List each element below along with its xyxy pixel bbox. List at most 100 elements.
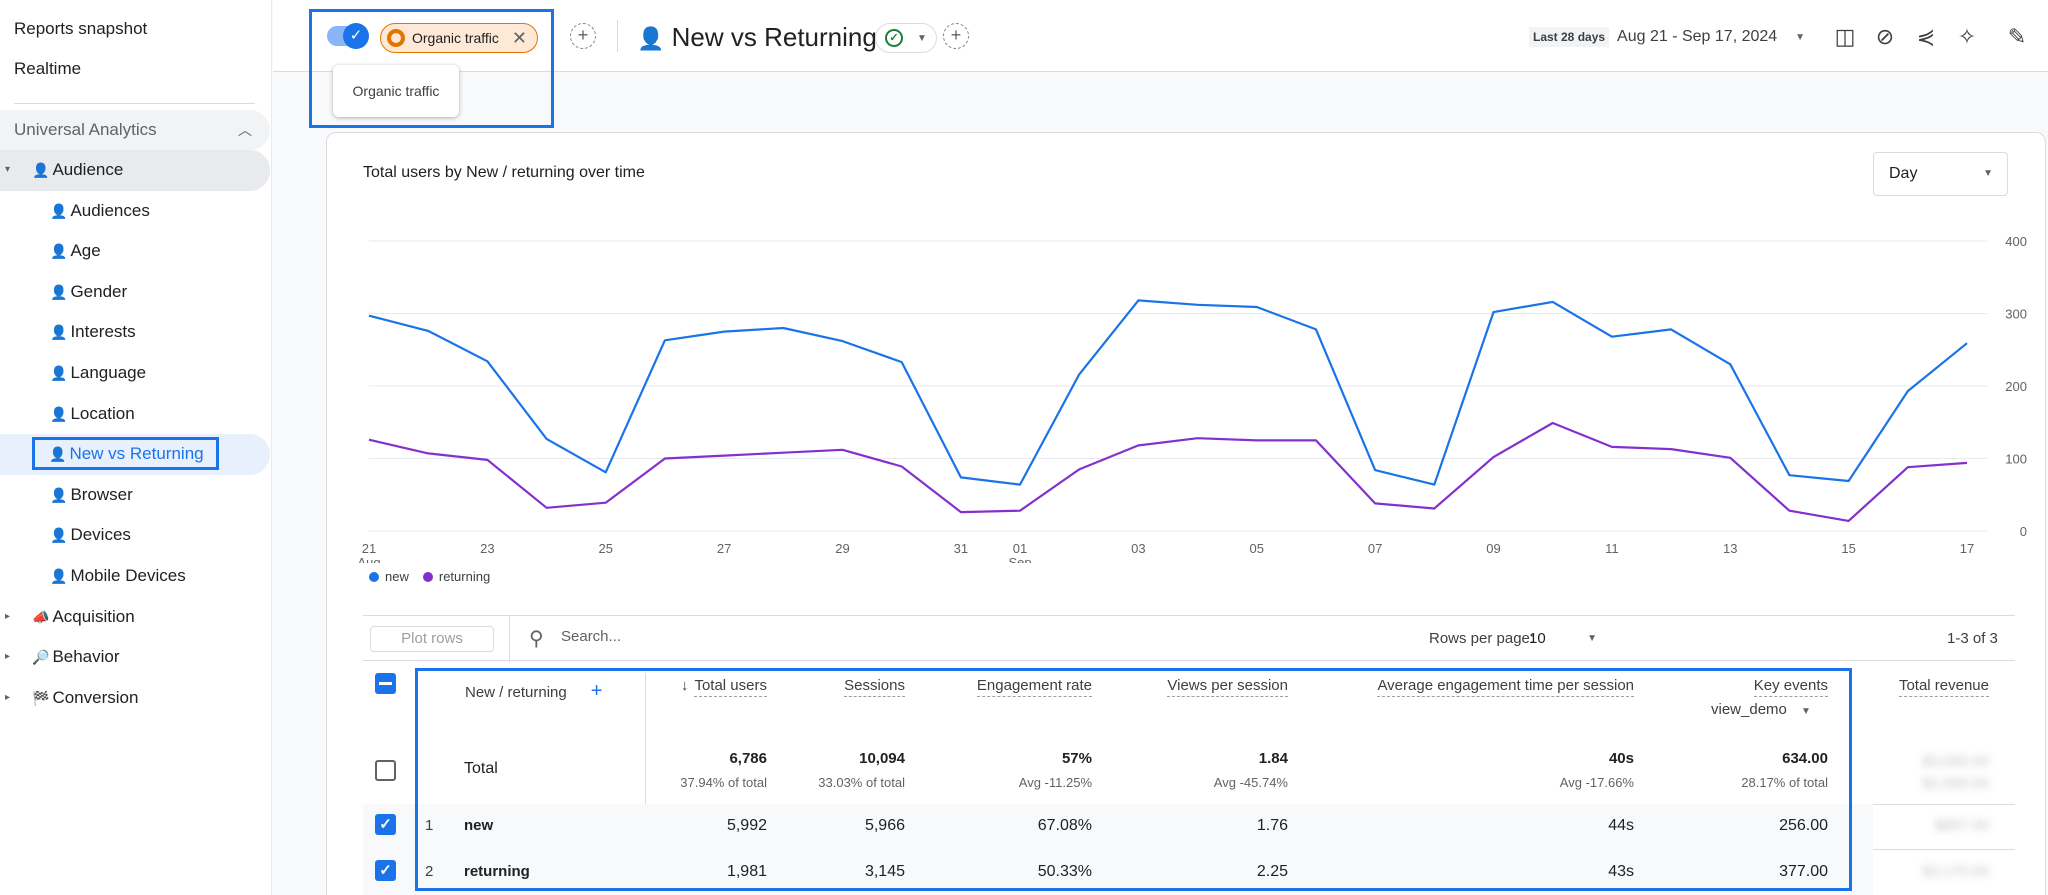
sidebar-item-location[interactable]: 👤 Location [0,394,270,435]
caret-right-icon[interactable]: ▸ [5,651,11,663]
caret-down-icon[interactable]: ▾ [5,164,11,175]
x-tick-label: 31 [954,541,968,556]
sidebar-item-devices[interactable]: 👤 Devices [0,515,270,556]
browser-icon: 👤 [50,486,68,503]
age-icon: 👤 [50,243,68,260]
legend-item-new[interactable]: new [369,569,409,584]
row-checkbox[interactable]: ✓ [375,814,396,835]
sidebar-item-label: Language [70,362,147,382]
x-tick-label: 07 [1368,541,1382,556]
filter-chip-organic-traffic[interactable]: Organic traffic ✕ [380,23,538,53]
total-value: 40s [1608,750,1634,767]
revenue-value-blurred: $3,000.00 [1922,753,1989,770]
mobile-devices-icon: 👤 [50,567,68,584]
behavior-icon: 🔎 [32,649,50,666]
chevron-up-icon[interactable]: ︿ [238,122,252,138]
column-header-total-users[interactable]: ↓ Total users [681,677,767,697]
report-header: ✓ Organic traffic ✕ + 👤 New vs Returning… [273,0,2048,72]
sidebar-item-conversion[interactable]: ▸ 🏁 Conversion [0,678,270,719]
sidebar-item-label: Interests [70,322,136,342]
highlight-active-item: 👤 New vs Returning [32,437,219,471]
granularity-select[interactable]: Day ▼ [1873,152,2008,196]
column-header-sessions[interactable]: Sessions [844,677,905,697]
sidebar-item-label: Devices [70,525,131,545]
sidebar-item-audiences[interactable]: 👤 Audiences [0,191,270,232]
sidebar-item-gender[interactable]: 👤 Gender [0,272,270,313]
sidebar-item-age[interactable]: 👤 Age [0,231,270,272]
plot-rows-button[interactable]: Plot rows [370,626,494,652]
sidebar-item-acquisition[interactable]: ▸ 📣 Acquisition [0,597,270,638]
caret-right-icon[interactable]: ▸ [5,691,11,703]
sparkle-icon[interactable]: ✧ [1957,24,1977,49]
dimension-header[interactable]: New / returning + [465,680,602,703]
insights-icon[interactable]: ⊘ [1875,24,1895,49]
column-header-views-per-session[interactable]: Views per session [1167,677,1288,697]
chart-title: Total users by New / returning over time [363,164,645,181]
sidebar-item-interests[interactable]: 👤 Interests [0,312,270,353]
sidebar-item-browser[interactable]: 👤 Browser [0,475,270,516]
edit-icon[interactable]: ✎ [2007,24,2027,49]
add-filter-button[interactable]: + [943,23,969,49]
interests-icon: 👤 [50,324,68,341]
close-icon[interactable]: ✕ [511,27,527,48]
pagination-status: 1-3 of 3 [1947,630,1998,647]
total-subtext: Avg -17.66% [1559,775,1634,790]
row-value: 44s [1608,817,1634,834]
x-tick-label: 11 [1605,541,1619,556]
column-header-engagement-rate[interactable]: Engagement rate [976,677,1092,697]
page-title-text: New vs Returning [671,22,877,52]
legend-item-returning[interactable]: returning [422,569,490,584]
series-line-returning [368,421,1968,522]
table-row[interactable] [363,850,1873,895]
row-label[interactable]: new [464,817,494,834]
caret-right-icon[interactable]: ▸ [5,610,11,622]
column-header-label: Sessions [844,677,905,697]
sidebar-item-mobile-devices[interactable]: 👤 Mobile Devices [0,556,270,597]
sidebar-item-label: Age [70,241,101,261]
sidebar-item-language[interactable]: 👤 Language [0,353,270,394]
sidebar-item-label: Browser [70,484,133,504]
search-input[interactable] [561,628,861,645]
row-label[interactable]: returning [464,863,530,880]
caret-down-icon: ▼ [1795,31,1806,43]
row-index: 2 [425,863,434,880]
row-checkbox[interactable]: ✓ [375,860,396,881]
chart-legend: new returning [369,569,490,584]
check-circle-icon: ✓ [885,29,903,47]
language-icon: 👤 [50,364,68,381]
comparison-toggle[interactable]: ✓ [327,23,369,49]
table-row[interactable] [363,804,1873,850]
sidebar-item-label: Acquisition [52,606,135,626]
sidebar-item-new-vs-returning[interactable]: 👤 New vs Returning [0,434,270,475]
add-comparison-button[interactable]: + [570,23,596,49]
sidebar-item-audience[interactable]: ▾ 👤 Audience [0,150,270,191]
sidebar-item-label: Audience [52,160,124,179]
compare-icon[interactable]: ◫ [1834,24,1856,49]
rows-per-page-select[interactable]: 10 ▼ [1519,627,1599,651]
row-value: 43s [1608,863,1634,880]
key-events-filter[interactable]: view_demo ▼ [1711,701,1811,718]
total-value: 1.84 [1258,750,1288,767]
section-universal-analytics[interactable]: Universal Analytics ︿ [0,110,270,150]
select-all-checkbox[interactable] [375,673,396,694]
date-range-picker[interactable]: Last 28 days Aug 21 - Sep 17, 2024 ▼ [1529,25,1805,49]
x-tick-label: 17 [1960,541,1974,556]
column-header-key-events[interactable]: Key events [1753,677,1828,697]
column-header-average-engagement-time-per-session[interactable]: Average engagement time per session [1377,677,1634,697]
sidebar-item-behavior[interactable]: ▸ 🔎 Behavior [0,637,270,678]
column-header-label: Total users [694,677,767,697]
section-label: Universal Analytics [14,120,157,139]
add-dimension-icon[interactable]: + [590,680,603,702]
report-status-dropdown[interactable]: ✓ ▼ [875,23,937,53]
table-toolbar: Plot rows ⚲ Rows per page: 10 ▼ 1-3 of 3 [363,615,2015,662]
row-value: 5,992 [726,817,767,834]
column-header-total-revenue[interactable]: Total revenue [1898,677,1989,697]
nav-reports-snapshot[interactable]: Reports snapshot [14,19,148,38]
x-tick-label: 23 [480,541,494,556]
revenue-value-blurred: $2,170.00 [1922,863,1989,880]
total-row-checkbox[interactable] [375,760,396,781]
share-icon[interactable]: ⋞ [1916,24,1936,49]
caret-down-icon: ▼ [1801,706,1811,717]
nav-realtime[interactable]: Realtime [14,59,82,78]
column-header-label: Total revenue [1898,677,1989,697]
